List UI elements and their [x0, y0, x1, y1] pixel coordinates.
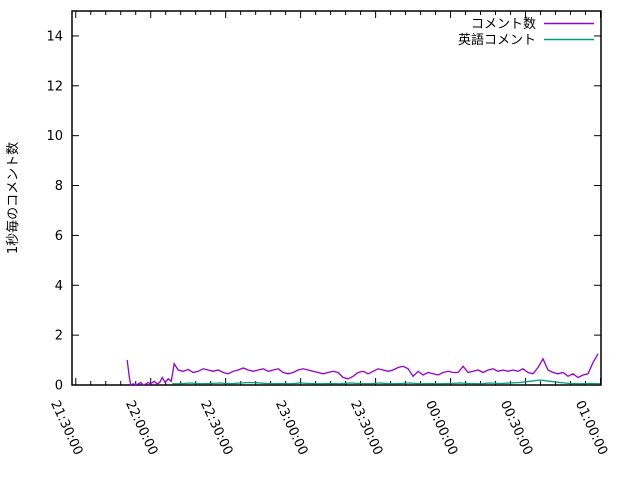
y-tick-label: 14: [46, 29, 63, 44]
x-tick-label: 23:00:00: [272, 398, 310, 457]
y-tick-label: 12: [46, 79, 63, 94]
series-line-comments: [126, 353, 599, 386]
x-tick-label: 21:30:00: [47, 398, 85, 457]
x-tick-label: 01:00:00: [572, 398, 610, 457]
series-line-english-comments: [172, 379, 601, 385]
y-tick-label: 8: [55, 179, 63, 194]
x-tick-label: 00:30:00: [497, 398, 535, 457]
y-axis-title: 1秒毎のコメント数: [5, 142, 21, 254]
x-tick-label: 22:30:00: [197, 398, 235, 457]
y-tick-label: 0: [55, 379, 63, 394]
x-tick-label: 22:00:00: [122, 398, 160, 457]
x-tick-label: 00:00:00: [422, 398, 460, 457]
x-tick-label: 23:30:00: [347, 398, 385, 457]
y-tick-label: 10: [46, 129, 63, 144]
legend-label: コメント数: [471, 17, 536, 32]
y-tick-label: 6: [55, 229, 63, 244]
plot-border: [71, 10, 602, 386]
y-tick-label: 2: [55, 329, 63, 344]
y-tick-label: 4: [55, 279, 63, 294]
legend-label: 英語コメント: [458, 32, 536, 48]
